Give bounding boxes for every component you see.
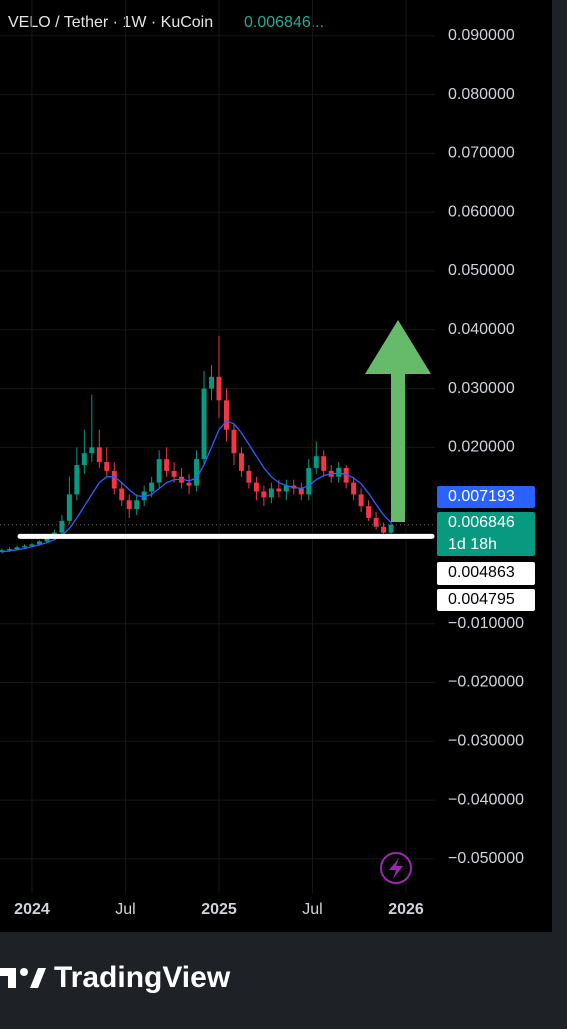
icon-bolt <box>389 858 403 879</box>
candle-body <box>74 465 80 495</box>
candle-body <box>59 520 65 533</box>
candle-body <box>141 491 147 501</box>
candle-body <box>44 538 50 542</box>
candle-body <box>89 447 95 454</box>
price-label: 0.007193 <box>448 488 515 505</box>
candle-body <box>209 376 215 389</box>
candle-body <box>164 459 170 471</box>
x-tick-label: 2026 <box>388 901 424 918</box>
y-tick-label: −0.040000 <box>448 791 524 808</box>
logo-mark <box>0 968 46 988</box>
y-tick-label: 0.020000 <box>448 439 515 456</box>
candle-body <box>388 524 394 533</box>
candle-body <box>149 482 155 492</box>
brand: TradingView <box>54 961 231 994</box>
chart: VELO / Tether · 1W · KuCoin 0.006846... … <box>0 0 552 932</box>
candle-body <box>373 517 379 527</box>
candle-body <box>313 456 319 468</box>
candle-body <box>156 459 162 483</box>
candle-body <box>223 400 229 430</box>
candle-body <box>0 550 5 553</box>
footer: TradingView <box>0 932 567 1024</box>
header-price: 0.006846... <box>244 14 324 31</box>
price-label-box <box>437 512 535 556</box>
candle-body <box>21 546 27 548</box>
candle-body <box>104 462 110 471</box>
candle-body <box>283 485 289 492</box>
x-tick-label: 2024 <box>14 901 50 918</box>
logo-part <box>30 968 46 988</box>
side-strip <box>552 0 567 932</box>
candle-body <box>238 453 244 471</box>
candle-body <box>36 541 42 545</box>
candle-body <box>29 544 35 547</box>
candle-body <box>351 482 357 495</box>
candle-body <box>81 453 87 465</box>
candle-body <box>66 494 72 521</box>
candle-body <box>246 470 252 483</box>
candle-body <box>171 470 177 477</box>
logo-part <box>8 968 16 988</box>
y-tick-label: 0.050000 <box>448 262 515 279</box>
candle-body <box>7 549 13 551</box>
candle-body <box>358 494 364 507</box>
y-tick-label: 0.040000 <box>448 321 515 338</box>
x-tick-label: Jul <box>302 901 322 918</box>
price-label-box <box>437 562 535 585</box>
candle-body <box>336 467 342 477</box>
candle-body <box>231 429 237 454</box>
candle-body <box>216 376 222 401</box>
candle-body <box>268 488 274 498</box>
ma-line <box>1 420 392 553</box>
logo-part <box>20 968 28 976</box>
y-tick-label: −0.050000 <box>448 850 524 867</box>
candle-body <box>126 500 132 510</box>
price-label: 0.004795 <box>448 591 515 608</box>
candle-body <box>194 459 200 486</box>
candle-body <box>381 526 387 533</box>
y-tick-label: −0.030000 <box>448 733 524 750</box>
candle-body <box>119 488 125 501</box>
y-tick-label: 0.090000 <box>448 27 515 44</box>
price-label-box <box>437 589 535 611</box>
y-tick-label: −0.020000 <box>448 674 524 691</box>
candle-body <box>306 467 312 495</box>
candle-body <box>186 482 192 486</box>
chart-title: VELO / Tether · 1W · KuCoin <box>8 14 213 31</box>
arrow-shape <box>365 320 431 522</box>
candle-body <box>276 488 282 492</box>
candle-body <box>321 456 327 471</box>
candle-body <box>253 482 259 492</box>
candle-body <box>134 500 140 510</box>
annotation-arrow <box>365 320 431 522</box>
y-tick-label: 0.070000 <box>448 145 515 162</box>
candle-body <box>343 467 349 483</box>
alert-icon <box>380 852 412 884</box>
x-tick-label: 2025 <box>201 901 237 918</box>
candle-body <box>366 506 372 518</box>
candle-body <box>14 547 20 550</box>
price-countdown: 1d 18h <box>448 536 497 553</box>
y-tick-label: 0.080000 <box>448 86 515 103</box>
candle-body <box>201 388 207 460</box>
icon-circle <box>380 852 412 884</box>
price-label: 0.006846 <box>448 514 515 531</box>
footer-logo: TradingView <box>0 961 231 994</box>
y-tick-label: 0.030000 <box>448 380 515 397</box>
candle-body <box>111 470 117 489</box>
y-tick-label: −0.010000 <box>448 615 524 632</box>
candle-body <box>298 488 304 495</box>
candle-body <box>261 491 267 498</box>
y-tick-label: 0.060000 <box>448 203 515 220</box>
price-label: 0.004863 <box>448 564 515 581</box>
candle-body <box>96 447 102 463</box>
price-label-box <box>437 486 535 508</box>
x-tick-label: Jul <box>115 901 135 918</box>
